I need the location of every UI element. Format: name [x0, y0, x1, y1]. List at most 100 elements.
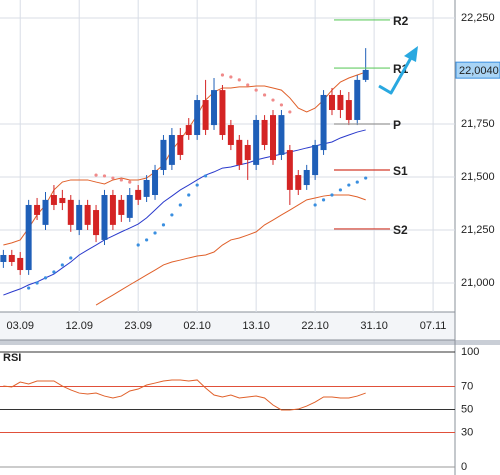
- candle-body: [227, 125, 234, 145]
- candle-body: [202, 100, 209, 130]
- sar-dot: [43, 276, 48, 280]
- sar-dot: [94, 173, 98, 177]
- y-tick-label: 50: [461, 403, 473, 415]
- x-tick-label: 07.11: [420, 320, 447, 332]
- sar-dot: [330, 193, 334, 197]
- sar-dot: [254, 88, 258, 92]
- candle-body: [312, 144, 319, 176]
- candle-body: [362, 69, 369, 80]
- pivot-label: P: [393, 118, 401, 132]
- candle-body: [59, 197, 66, 204]
- candle-body: [194, 100, 201, 136]
- candle-body: [126, 195, 133, 218]
- x-tick-label: 13.10: [242, 320, 270, 332]
- candle-body: [93, 210, 100, 236]
- candle-body: [143, 179, 150, 197]
- candle-body: [8, 254, 15, 262]
- candle-body: [261, 119, 268, 145]
- candle-body: [328, 94, 335, 111]
- forecast-arrow: [378, 55, 414, 95]
- indicator-line: [3, 129, 366, 296]
- last-price-label: 22,0040: [459, 65, 499, 77]
- sar-dot: [60, 263, 64, 267]
- x-tick-label: 12.09: [65, 320, 93, 332]
- forecast-arrow-head: [404, 46, 418, 62]
- last-price-box: [455, 61, 500, 79]
- y-tick-label: 0: [461, 461, 467, 473]
- x-tick-label: 03.09: [6, 320, 34, 332]
- candle-body: [354, 79, 361, 120]
- sar-dot: [136, 243, 140, 247]
- pivot-label: R1: [393, 62, 409, 76]
- sar-dot: [178, 203, 182, 207]
- candle-body: [135, 189, 142, 200]
- pivot-label: R2: [393, 14, 409, 28]
- candle-body: [185, 125, 192, 136]
- y-tick-label: 100: [461, 346, 479, 358]
- candle-body: [320, 94, 327, 151]
- sar-dot: [69, 256, 73, 260]
- candle-body: [295, 175, 302, 190]
- indicator-line: [95, 194, 366, 306]
- x-tick-label: 22.10: [301, 320, 329, 332]
- sar-dot: [145, 238, 149, 242]
- candle-body: [109, 195, 116, 225]
- sar-dot: [111, 176, 115, 180]
- candle-body: [219, 90, 226, 136]
- x-axis-band: [0, 312, 455, 340]
- candle-body: [168, 135, 175, 165]
- candle-body: [278, 115, 285, 155]
- sar-dot: [313, 203, 317, 207]
- candle-body: [50, 195, 57, 205]
- candle-body: [42, 199, 49, 225]
- y-tick-label: 70: [461, 380, 473, 392]
- candle-body: [337, 94, 344, 111]
- candle-body: [253, 119, 260, 165]
- sar-dot: [35, 281, 39, 285]
- candle-body: [118, 199, 125, 215]
- candle-body: [236, 139, 243, 165]
- x-tick-label: 31.10: [360, 320, 388, 332]
- y-tick-label: 21,500: [461, 171, 495, 183]
- sar-dot: [237, 78, 241, 82]
- x-tick-label: 23.09: [124, 320, 152, 332]
- sar-dot: [288, 110, 292, 114]
- y-tick-label: 21,000: [461, 277, 495, 289]
- sar-dot: [229, 75, 233, 79]
- y-tick-label: 30: [461, 426, 473, 438]
- sar-dot: [262, 93, 267, 97]
- candle-body: [76, 204, 83, 230]
- sar-dot: [27, 286, 31, 290]
- candle-body: [244, 144, 251, 161]
- candle-body: [270, 115, 276, 161]
- sar-dot: [347, 183, 351, 187]
- candle-body: [0, 254, 7, 262]
- candle-body: [84, 204, 91, 225]
- candle-body: [303, 169, 310, 186]
- sar-dot: [355, 180, 359, 184]
- sar-dot: [119, 178, 123, 182]
- sar-dot: [52, 270, 56, 274]
- sar-dot: [128, 180, 132, 184]
- candle-body: [211, 90, 218, 126]
- sar-dot: [246, 83, 250, 87]
- candle-body: [34, 204, 41, 215]
- sar-dot: [271, 98, 275, 102]
- sar-dot: [170, 213, 174, 217]
- sar-dot: [220, 73, 225, 77]
- rsi-title: RSI: [3, 352, 21, 364]
- rsi-line: [3, 379, 366, 411]
- candle-body: [152, 169, 159, 195]
- panel-separator: [0, 340, 500, 345]
- candle-body: [345, 100, 352, 120]
- sar-dot: [161, 223, 166, 227]
- candle-body: [286, 150, 293, 190]
- sar-dot: [153, 231, 157, 235]
- sar-dot: [195, 183, 199, 187]
- sar-dot: [102, 174, 107, 178]
- y-tick-label: 22,250: [461, 12, 495, 24]
- pivot-label: S2: [393, 223, 408, 237]
